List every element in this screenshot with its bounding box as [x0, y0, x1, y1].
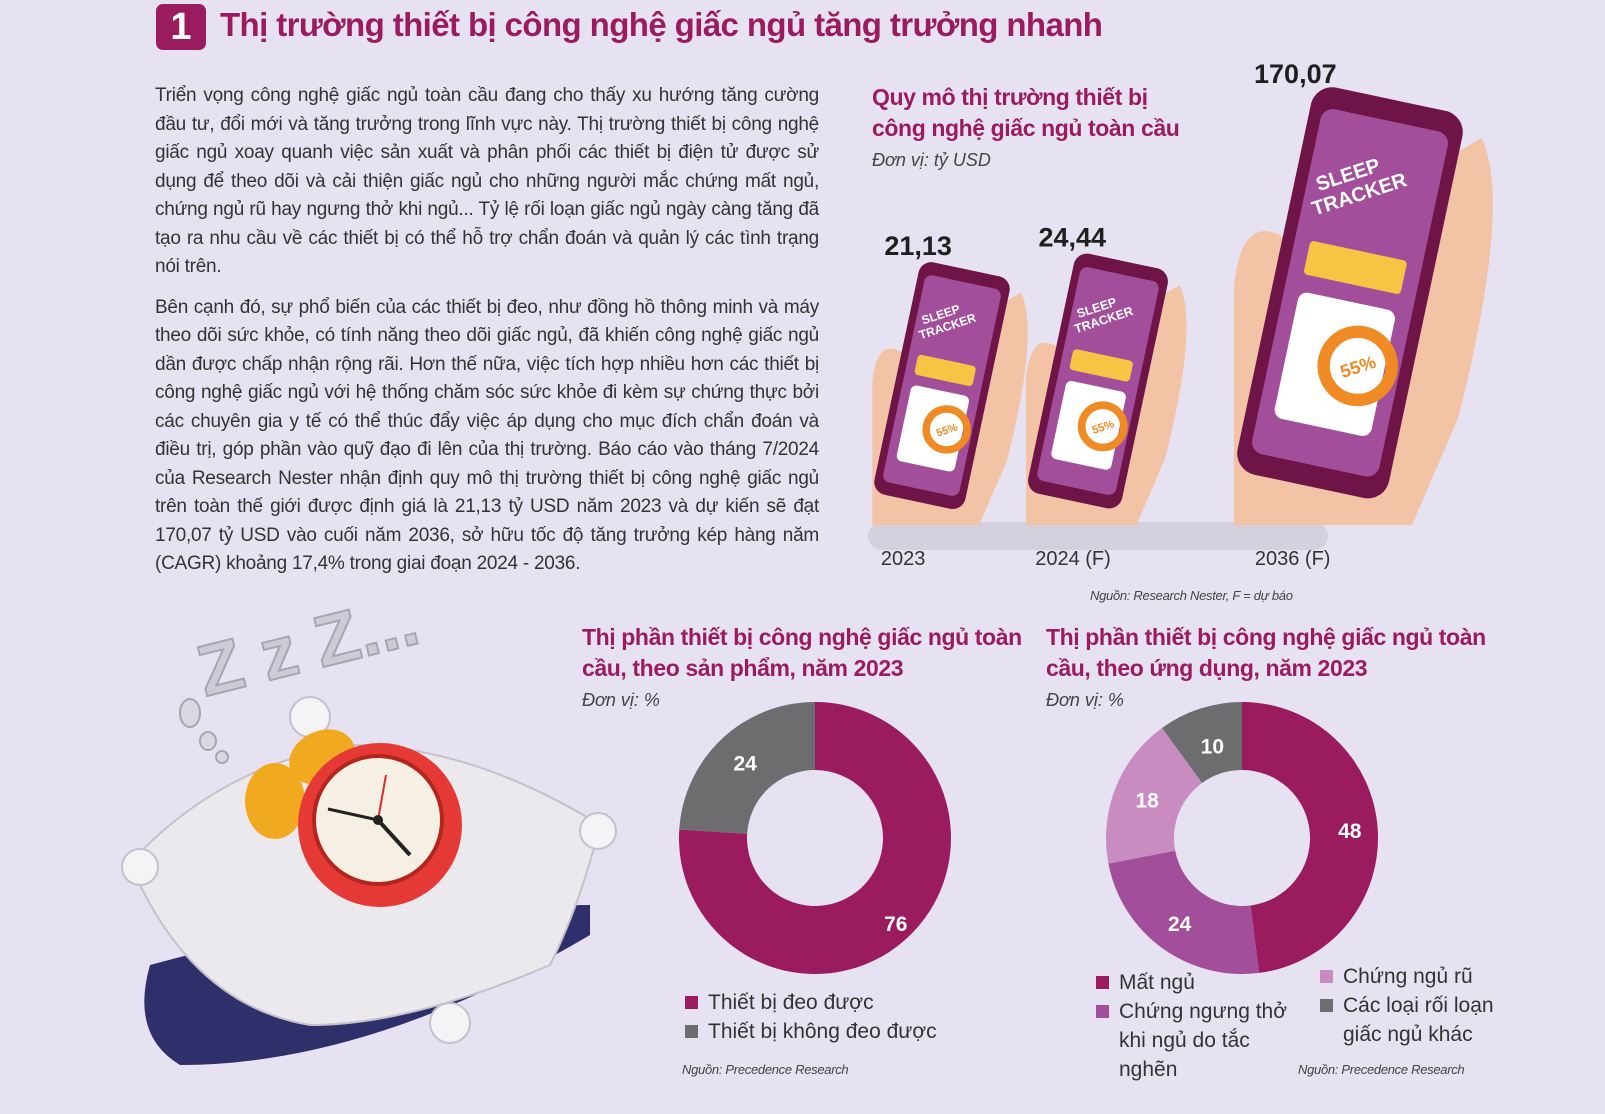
phone-heart-panel-2036 — [1304, 241, 1407, 294]
phone-screen-2024 — [1037, 267, 1159, 495]
phone-gauge-panel-2023 — [896, 385, 969, 472]
legend-item-other-disorders: Các loại rối loạn giấc ngủ khác — [1320, 991, 1520, 1049]
bar-value-label-2036: 170,07 — [1254, 59, 1337, 89]
donut-label-chung-ngu-ru: 18 — [1135, 789, 1159, 812]
donut-slice-chung-ngu-ru — [1106, 727, 1203, 864]
phone-gauge-panel-2024 — [1051, 380, 1126, 470]
application-share-source: Nguồn: Precedence Research — [1298, 1062, 1465, 1077]
donut-label-cac-loai-roi-loan-giac-ngu-khac: 10 — [1201, 736, 1224, 759]
donut-slice-thiet-bi-khong-deo-duoc — [679, 702, 815, 834]
legend-item-insomnia: Mất ngủ — [1096, 968, 1306, 997]
phone-percent-2024: 55% — [1091, 418, 1116, 436]
article-paragraph-2: Bên cạnh đó, sự phổ biến của các thiết b… — [155, 296, 819, 575]
legend-swatch-wearable — [685, 996, 698, 1009]
application-share-legend-left: Mất ngủ Chứng ngưng thở khi ngủ do tắc n… — [1096, 968, 1306, 1084]
application-share-legend-right: Chứng ngủ rũ Các loại rối loạn giấc ngủ … — [1320, 962, 1520, 1049]
legend-label-insomnia: Mất ngủ — [1119, 971, 1195, 994]
phone-screen-2036 — [1252, 109, 1448, 477]
bar-baseline — [868, 522, 1328, 550]
market-size-source: Nguồn: Research Nester, F = dự báo — [1090, 588, 1293, 603]
phone-body-2024 — [1028, 253, 1168, 509]
product-share-unit: Đơn vị: % — [582, 690, 660, 710]
section-title: Thị trường thiết bị công nghệ giấc ngủ t… — [220, 6, 1103, 43]
phone-gauge-2024 — [1077, 401, 1128, 452]
phone-title-2024: SLEEP — [1075, 295, 1118, 321]
phone-subtitle-2024: TRACKER — [1073, 304, 1135, 336]
bar-category-label-2024: 2024 (F) — [1035, 548, 1111, 570]
product-share-donut-chart: 76 24 — [679, 702, 951, 974]
legend-swatch-non-wearable — [685, 1025, 698, 1038]
market-size-unit: Đơn vị: tỷ USD — [872, 150, 991, 170]
bar-category-label-2036: 2036 (F) — [1255, 548, 1331, 570]
bar-value-label-2024: 24,44 — [1038, 222, 1106, 252]
donut-label-mat-ngu: 48 — [1338, 820, 1362, 843]
application-share-donut-chart: 48 24 18 10 — [1106, 702, 1379, 974]
section-number-badge: 1 — [156, 4, 206, 50]
hand-2024 — [1026, 285, 1187, 525]
legend-label-other-disorders: Các loại rối loạn giấc ngủ khác — [1343, 994, 1494, 1046]
product-share-source: Nguồn: Precedence Research — [682, 1062, 849, 1077]
alarm-clock-pillow-illustration: Z z Z... — [121, 605, 617, 1065]
legend-item-non-wearable: Thiết bị không đeo được — [685, 1017, 937, 1046]
article-body: Triển vọng công nghệ giấc ngủ toàn cầu đ… — [155, 82, 819, 591]
bar-category-label-2023: 2023 — [881, 548, 926, 570]
phone-gauge-panel-2036 — [1274, 292, 1395, 436]
legend-item-wearable: Thiết bị đeo được — [685, 988, 937, 1017]
phone-gauge-2023 — [922, 405, 971, 454]
product-share-chart-title: Thị phần thiết bị công nghệ giấc ngủ toà… — [582, 624, 1022, 681]
legend-swatch-insomnia — [1096, 976, 1109, 989]
legend-label-wearable: Thiết bị đeo được — [708, 991, 874, 1014]
legend-label-narcolepsy: Chứng ngủ rũ — [1343, 965, 1473, 988]
phone-subtitle-2036: TRACKER — [1309, 169, 1410, 220]
phone-subtitle-2023: TRACKER — [917, 311, 978, 343]
donut-slice-mat-ngu — [1242, 702, 1379, 973]
phone-gauge-2036 — [1317, 325, 1398, 407]
donut-label-chung-ngung-tho-khi-ngu-do-tac-nghen: 24 — [1168, 913, 1192, 936]
hand-2036 — [1233, 138, 1493, 525]
article-paragraph-1: Triển vọng công nghệ giấc ngủ toàn cầu đ… — [155, 85, 819, 277]
zzz-decoration: Z z Z... — [190, 605, 427, 712]
phone-screen-2023 — [883, 275, 1001, 496]
donut-slice-cac-loai-roi-loan-giac-ngu-khac — [1162, 702, 1242, 783]
phone-body-2023 — [874, 262, 1010, 509]
legend-item-sleep-apnea: Chứng ngưng thở khi ngủ do tắc nghẽn — [1096, 997, 1306, 1084]
donut-label-thiet-bi-deo-duoc: 76 — [884, 913, 907, 936]
legend-label-sleep-apnea: Chứng ngưng thở khi ngủ do tắc nghẽn — [1119, 1000, 1287, 1081]
application-share-unit: Đơn vị: % — [1046, 690, 1124, 710]
phone-percent-2023: 55% — [935, 421, 960, 439]
phone-title-2023: SLEEP — [920, 302, 962, 328]
bar-value-label-2023: 21,13 — [884, 231, 952, 261]
donut-label-thiet-bi-khong-deo-duoc: 24 — [733, 753, 757, 776]
product-share-legend: Thiết bị đeo được Thiết bị không đeo đượ… — [685, 988, 937, 1046]
market-size-chart-title: Quy mô thị trường thiết bị công nghệ giấ… — [872, 84, 1180, 141]
phone-percent-2036: 55% — [1338, 352, 1379, 382]
legend-label-non-wearable: Thiết bị không đeo được — [708, 1020, 937, 1043]
legend-swatch-sleep-apnea — [1096, 1005, 1109, 1018]
donut-slice-thiet-bi-deo-duoc — [679, 702, 951, 974]
phone-body-2036 — [1237, 87, 1463, 499]
phone-title-2036: SLEEP — [1313, 155, 1383, 196]
phone-heart-panel-2024 — [1069, 349, 1133, 382]
donut-slice-chung-ngung-tho-khi-ngu-do-tac-nghen — [1108, 850, 1260, 974]
application-share-chart-title: Thị phần thiết bị công nghệ giấc ngủ toà… — [1046, 624, 1486, 681]
hand-2023 — [872, 292, 1028, 525]
phone-heart-panel-2023 — [914, 354, 976, 386]
legend-swatch-other-disorders — [1320, 999, 1333, 1012]
legend-swatch-narcolepsy — [1320, 970, 1333, 983]
legend-item-narcolepsy: Chứng ngủ rũ — [1320, 962, 1520, 991]
